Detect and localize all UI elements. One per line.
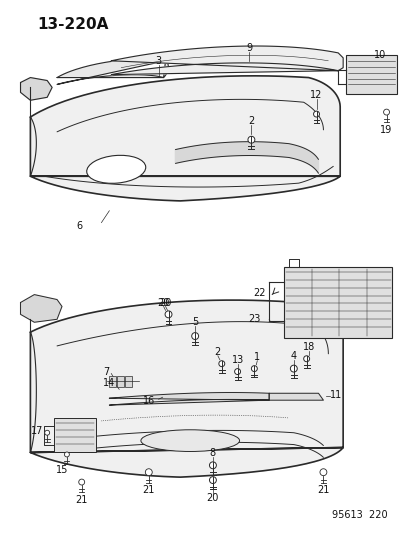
Circle shape [191,333,198,340]
Text: 11: 11 [329,390,342,400]
Circle shape [209,462,216,469]
Polygon shape [57,59,168,84]
FancyBboxPatch shape [109,376,116,387]
Text: 12: 12 [310,90,322,100]
Polygon shape [175,142,318,173]
Text: 21: 21 [142,485,154,495]
Circle shape [165,311,171,318]
Circle shape [45,430,50,435]
Polygon shape [111,46,342,75]
FancyBboxPatch shape [125,376,132,387]
Text: 1: 1 [254,352,260,362]
FancyBboxPatch shape [283,267,392,338]
FancyBboxPatch shape [54,418,95,453]
Text: 10: 10 [373,50,385,60]
Text: 15: 15 [56,465,68,475]
Circle shape [145,469,152,475]
Circle shape [319,469,326,475]
Text: 14: 14 [103,378,115,389]
Text: 5: 5 [192,317,198,327]
Circle shape [218,361,224,367]
Text: 2: 2 [248,116,254,126]
Text: 3: 3 [155,56,161,66]
Text: 95613  220: 95613 220 [331,510,387,520]
Polygon shape [30,300,342,477]
Ellipse shape [140,430,239,451]
Polygon shape [21,295,62,322]
Text: 8: 8 [209,448,216,458]
Text: 20: 20 [159,297,171,308]
Circle shape [383,109,389,115]
Text: 21: 21 [75,495,88,505]
Circle shape [209,477,216,483]
FancyBboxPatch shape [345,55,396,94]
Text: 6: 6 [76,221,83,231]
Text: 7: 7 [103,367,109,377]
Polygon shape [30,76,339,201]
Text: 18: 18 [302,342,314,352]
Polygon shape [109,392,268,405]
Circle shape [78,479,85,485]
Circle shape [64,452,69,457]
Text: 13-220A: 13-220A [37,18,109,33]
Text: 16: 16 [142,396,154,406]
Text: 9: 9 [246,43,252,53]
Text: 20: 20 [157,297,169,308]
Circle shape [303,356,309,362]
Circle shape [290,365,297,372]
Polygon shape [21,78,52,100]
Text: 22: 22 [252,288,265,297]
Polygon shape [268,393,323,400]
Circle shape [251,366,257,372]
Text: 19: 19 [380,125,392,135]
Circle shape [234,369,240,375]
Text: 23: 23 [247,314,260,324]
Text: 21: 21 [316,485,329,495]
Text: 2: 2 [214,347,221,357]
Text: 17: 17 [31,426,43,436]
FancyBboxPatch shape [117,376,124,387]
Text: 4: 4 [290,351,296,361]
Ellipse shape [86,155,145,183]
Text: 13: 13 [231,355,243,365]
Circle shape [247,136,254,143]
Text: 20: 20 [206,493,218,503]
Circle shape [313,111,319,117]
